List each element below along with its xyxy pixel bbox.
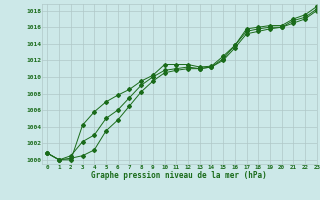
X-axis label: Graphe pression niveau de la mer (hPa): Graphe pression niveau de la mer (hPa) (91, 171, 267, 180)
